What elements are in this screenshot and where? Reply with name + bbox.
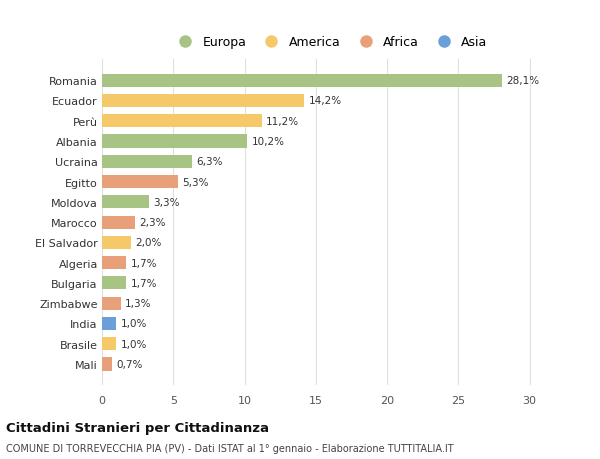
Text: 14,2%: 14,2% [308, 96, 342, 106]
Bar [102, 236, 131, 249]
Text: 0,7%: 0,7% [116, 359, 143, 369]
Text: 1,7%: 1,7% [131, 258, 157, 268]
Bar [102, 297, 121, 310]
Text: 10,2%: 10,2% [251, 137, 284, 147]
Text: 2,3%: 2,3% [139, 218, 166, 228]
Bar [102, 317, 116, 330]
Bar [102, 74, 502, 88]
Bar [102, 196, 149, 209]
Bar [102, 95, 304, 108]
Text: 2,0%: 2,0% [135, 238, 161, 248]
Text: 1,0%: 1,0% [121, 339, 147, 349]
Text: 3,3%: 3,3% [154, 197, 180, 207]
Bar [102, 337, 116, 351]
Bar [102, 257, 126, 269]
Bar [102, 135, 247, 148]
Bar [102, 176, 178, 189]
Bar [102, 277, 126, 290]
Text: 28,1%: 28,1% [507, 76, 540, 86]
Text: 1,0%: 1,0% [121, 319, 147, 329]
Legend: Europa, America, Africa, Asia: Europa, America, Africa, Asia [170, 34, 490, 51]
Text: Cittadini Stranieri per Cittadinanza: Cittadini Stranieri per Cittadinanza [6, 421, 269, 434]
Bar [102, 216, 135, 229]
Bar [102, 358, 112, 371]
Text: 11,2%: 11,2% [266, 117, 299, 127]
Text: COMUNE DI TORREVECCHIA PIA (PV) - Dati ISTAT al 1° gennaio - Elaborazione TUTTIT: COMUNE DI TORREVECCHIA PIA (PV) - Dati I… [6, 443, 454, 453]
Bar [102, 156, 192, 168]
Bar [102, 115, 262, 128]
Text: 1,3%: 1,3% [125, 298, 151, 308]
Text: 6,3%: 6,3% [196, 157, 223, 167]
Text: 1,7%: 1,7% [131, 278, 157, 288]
Text: 5,3%: 5,3% [182, 177, 208, 187]
